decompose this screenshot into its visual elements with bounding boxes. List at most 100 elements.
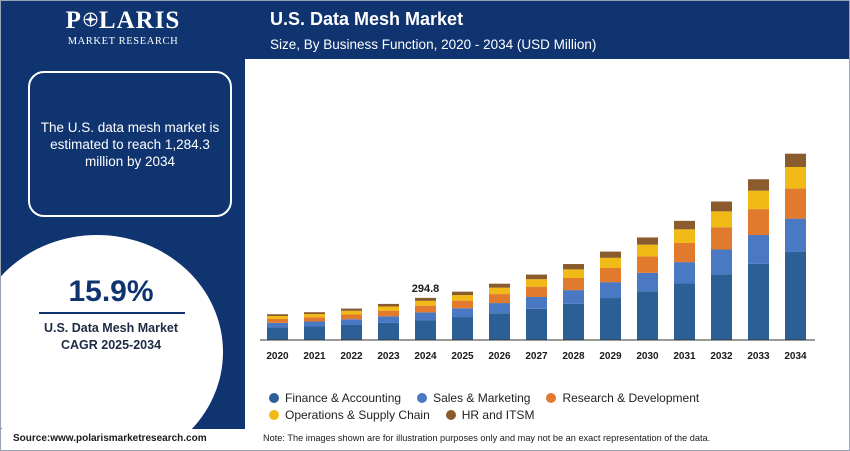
bar-2020-sales-and-marketing <box>267 322 288 328</box>
footer: Source:www.polarismarketresearch.com Not… <box>1 429 849 450</box>
bar-2028-hr-and-itsm <box>563 264 584 270</box>
x-tick-label-2025: 2025 <box>451 351 474 362</box>
bar-2030-finance-and-accounting <box>637 291 658 340</box>
bar-2020-operations-and-supply-chain <box>267 316 288 319</box>
bar-2023-research-and-development <box>378 310 399 317</box>
bar-2025-sales-and-marketing <box>452 308 473 318</box>
cagr-label: U.S. Data Mesh Market CAGR 2025-2034 <box>21 320 201 354</box>
x-tick-label-2028: 2028 <box>562 351 585 362</box>
bar-2022-research-and-development <box>341 314 362 320</box>
bar-2023-operations-and-supply-chain <box>378 306 399 311</box>
x-tick-label-2029: 2029 <box>599 351 622 362</box>
info-text: The U.S. data mesh market is estimated t… <box>40 119 220 169</box>
cagr-label-line1: U.S. Data Mesh Market <box>43 321 179 335</box>
bar-2030-hr-and-itsm <box>637 237 658 245</box>
bar-2027-hr-and-itsm <box>526 274 547 280</box>
bar-2026-finance-and-accounting <box>489 313 510 340</box>
bar-2022-operations-and-supply-chain <box>341 310 362 315</box>
source-text: Source:www.polarismarketresearch.com <box>13 433 207 444</box>
bar-2031-finance-and-accounting <box>674 283 695 340</box>
bar-2023-sales-and-marketing <box>378 316 399 323</box>
legend-row-2: Operations & Supply Chain HR and ITSM <box>269 407 829 423</box>
bar-2021-hr-and-itsm <box>304 312 325 315</box>
bar-2029-sales-and-marketing <box>600 282 621 299</box>
legend-label: Research & Development <box>562 391 700 405</box>
bar-2023-finance-and-accounting <box>378 322 399 340</box>
cagr-label-line2: CAGR 2025-2034 <box>60 338 162 352</box>
bar-2024-research-and-development <box>415 305 436 313</box>
bar-2027-finance-and-accounting <box>526 308 547 340</box>
legend-swatch-icon <box>546 393 557 403</box>
bar-2029-research-and-development <box>600 268 621 283</box>
bar-2032-research-and-development <box>711 227 732 250</box>
bar-2026-sales-and-marketing <box>489 303 510 314</box>
x-tick-label-2020: 2020 <box>266 351 289 362</box>
bar-2033-hr-and-itsm <box>748 179 769 191</box>
bar-2027-sales-and-marketing <box>526 297 547 309</box>
bar-2030-operations-and-supply-chain <box>637 244 658 257</box>
bar-2034-research-and-development <box>785 188 806 219</box>
bar-2030-research-and-development <box>637 256 658 273</box>
bar-2020-finance-and-accounting <box>267 327 288 340</box>
bar-2026-hr-and-itsm <box>489 283 510 288</box>
x-tick-label-2021: 2021 <box>303 351 326 362</box>
bar-2024-operations-and-supply-chain <box>415 300 436 306</box>
bar-2030-sales-and-marketing <box>637 272 658 292</box>
cagr-value: 15.9% <box>68 275 154 308</box>
bar-chart: 2020 2021 2022 2023 2024 2025 2026 2027 2028 2029… <box>260 153 815 362</box>
bar-2021-sales-and-marketing <box>304 321 325 327</box>
data-label-2024: 294.8 <box>412 283 440 295</box>
legend-swatch-icon <box>269 410 279 420</box>
legend-label: Finance & Accounting <box>285 391 402 405</box>
bar-2034-sales-and-marketing <box>785 218 806 252</box>
bar-2022-sales-and-marketing <box>341 319 362 325</box>
legend-item-operations-and-supply-chain: Operations & Supply Chain <box>269 407 430 423</box>
legend-label: Operations & Supply Chain <box>285 408 430 422</box>
bars-layer <box>267 153 806 340</box>
x-tick-label-2024: 2024 <box>414 351 437 362</box>
x-tick-label-2030: 2030 <box>636 351 659 362</box>
bar-2027-research-and-development <box>526 286 547 298</box>
legend-row-1: Finance & Accounting Sales & Marketing Res… <box>269 390 829 406</box>
bar-2029-operations-and-supply-chain <box>600 257 621 268</box>
bar-2022-finance-and-accounting <box>341 324 362 340</box>
brand-subtitle: MARKET RESEARCH <box>67 36 179 47</box>
bar-2028-operations-and-supply-chain <box>563 269 584 279</box>
x-tick-label-2026: 2026 <box>488 351 511 362</box>
x-tick-label-2022: 2022 <box>340 351 363 362</box>
bar-2032-hr-and-itsm <box>711 201 732 212</box>
x-tick-label-2027: 2027 <box>525 351 548 362</box>
bar-2024-sales-and-marketing <box>415 312 436 321</box>
legend-swatch-icon <box>269 393 279 403</box>
bar-2022-hr-and-itsm <box>341 308 362 311</box>
bar-2031-sales-and-marketing <box>674 262 695 284</box>
legend-item-finance-and-accounting: Finance & Accounting <box>269 390 401 406</box>
x-tick-label-2034: 2034 <box>784 351 807 362</box>
brand-name-left: P <box>65 7 82 34</box>
bar-2024-finance-and-accounting <box>415 320 436 340</box>
chart-header: U.S. Data Mesh Market Size, By Business … <box>245 1 849 59</box>
bar-2027-operations-and-supply-chain <box>526 279 547 287</box>
info-box: The U.S. data mesh market is estimated t… <box>28 71 232 217</box>
legend-item-hr-and-itsm: HR and ITSM <box>445 407 535 423</box>
bar-2032-finance-and-accounting <box>711 274 732 340</box>
legend-swatch-icon <box>417 393 428 403</box>
bar-2025-finance-and-accounting <box>452 317 473 340</box>
x-tick-label-2032: 2032 <box>710 351 733 362</box>
brand-name-right: LARIS <box>98 7 181 34</box>
legend-swatch-icon <box>445 410 456 420</box>
bar-2033-finance-and-accounting <box>748 263 769 340</box>
x-tick-label-2023: 2023 <box>377 351 400 362</box>
bar-2033-operations-and-supply-chain <box>748 190 769 210</box>
bar-2033-research-and-development <box>748 209 769 236</box>
x-tick-label-2033: 2033 <box>747 351 770 362</box>
bar-2033-sales-and-marketing <box>748 235 769 264</box>
cagr-divider <box>39 312 185 314</box>
bar-2034-hr-and-itsm <box>785 153 806 167</box>
legend-label: HR and ITSM <box>461 408 535 422</box>
bar-2031-operations-and-supply-chain <box>674 229 695 243</box>
brand-name: P LARIS <box>1 7 245 35</box>
bar-2025-operations-and-supply-chain <box>452 295 473 301</box>
bar-2023-hr-and-itsm <box>378 303 399 307</box>
